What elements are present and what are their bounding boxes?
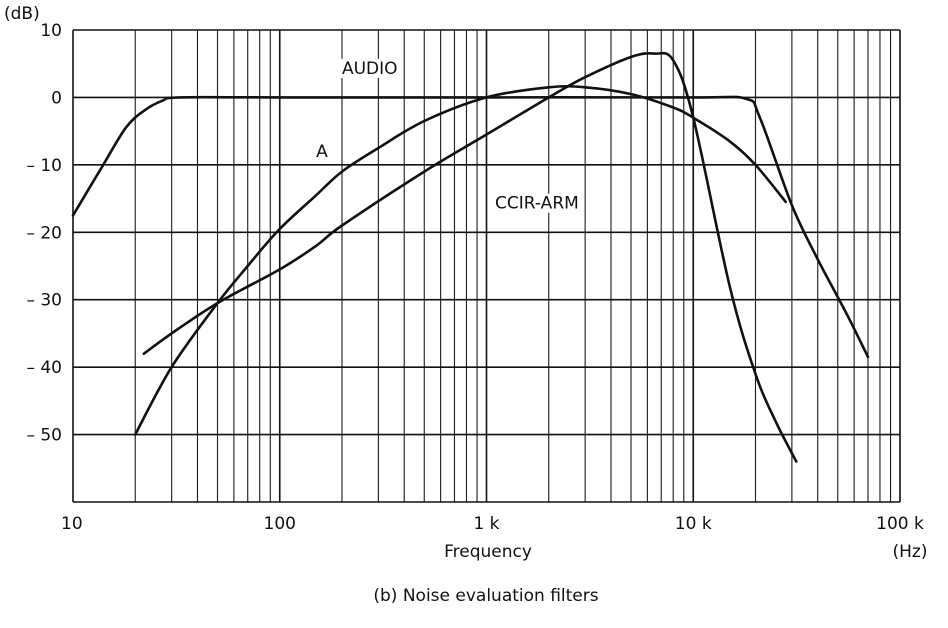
series-line-ccir-arm <box>142 51 798 463</box>
y-tick-label: 0 <box>51 88 62 108</box>
y-tick-label: – 10 <box>26 156 62 176</box>
y-tick-label: 10 <box>40 21 62 41</box>
y-tick-label: – 20 <box>26 223 62 243</box>
y-tick-label: – 30 <box>26 291 62 311</box>
y-tick-label: – 50 <box>26 426 62 446</box>
x-tick-label: 100 k <box>876 514 924 534</box>
series-label-a: A <box>316 142 328 162</box>
grid <box>72 29 901 503</box>
x-axis-unit-label: (Hz) <box>893 542 928 562</box>
series-layer: AUDIO A CCIR-ARM <box>71 51 870 463</box>
series-label-bg-audio <box>338 58 395 78</box>
series-label-audio: AUDIO <box>342 59 398 79</box>
x-tick-label: 10 <box>61 514 83 534</box>
x-axis-label: Frequency <box>444 542 532 562</box>
chart-caption: (b) Noise evaluation filters <box>373 586 598 606</box>
series-label-bg-a <box>313 141 330 161</box>
x-tick-label: 100 <box>264 514 296 534</box>
x-tick-label: 1 k <box>473 514 499 534</box>
y-axis-unit-label: (dB) <box>4 4 40 24</box>
series-label-ccir-arm: CCIR-ARM <box>495 194 579 214</box>
series-label-bg-ccir-arm <box>492 193 579 213</box>
y-tick-label: – 40 <box>26 358 62 378</box>
x-tick-label: 10 k <box>675 514 712 534</box>
